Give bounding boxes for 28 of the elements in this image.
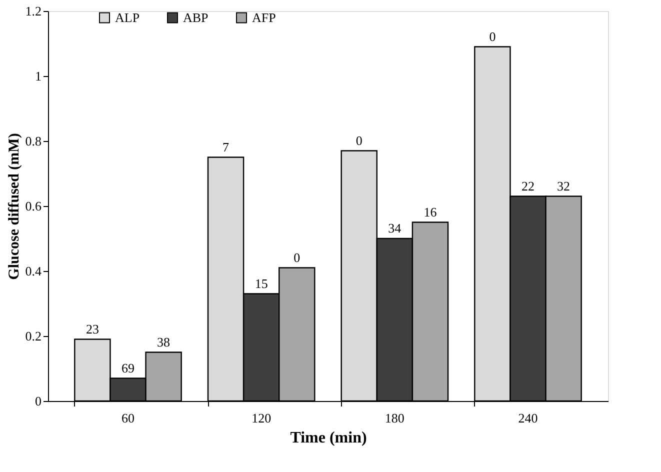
y-tick-label: 0.6 (25, 198, 42, 214)
annotation: 22 (522, 178, 534, 194)
annotation: 32 (557, 178, 570, 194)
x-tick-label: 240 (518, 410, 538, 426)
y-tick-label: 1.2 (25, 4, 42, 18)
y-tick-label: 0 (35, 394, 42, 408)
legend-label: AFP (252, 10, 276, 25)
x-axis-title: Time (min) (290, 430, 367, 446)
annotation: 15 (254, 276, 268, 291)
annotation: 69 (122, 360, 134, 376)
y-tick-label: 1 (35, 68, 42, 84)
legend-label: ABP (183, 10, 208, 25)
x-tick-label: 180 (384, 410, 404, 426)
annotation: 0 (294, 250, 300, 265)
annotation: 23 (86, 321, 99, 336)
x-tick-label: 60 (122, 410, 134, 426)
annotation: 38 (157, 334, 170, 350)
annotation: 0 (489, 28, 496, 44)
y-tick-label: 0.4 (25, 264, 42, 278)
annotation: 16 (424, 204, 438, 220)
annotation: 7 (222, 139, 230, 154)
legend-label: ALP (115, 10, 140, 25)
annotation: 0 (356, 132, 362, 148)
y-axis-title: Glucose diffused (mM) (6, 133, 22, 280)
annotation: 34 (388, 220, 402, 236)
y-tick-label: 0.2 (25, 328, 42, 344)
x-tick-label: 120 (252, 410, 272, 426)
y-tick-label: 0.8 (25, 134, 42, 148)
